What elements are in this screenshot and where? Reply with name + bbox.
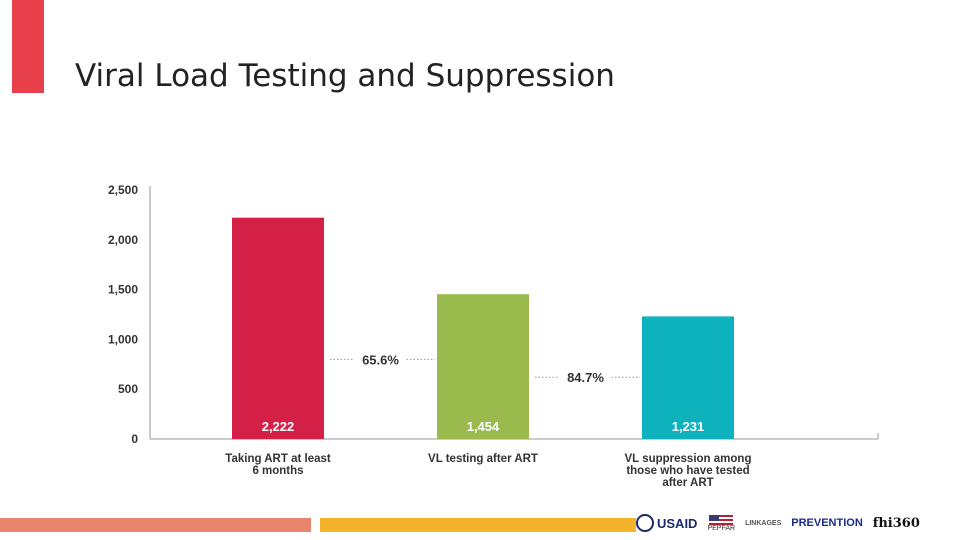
linkages-logo: LINKAGES bbox=[745, 519, 782, 527]
x-category-label: 6 months bbox=[252, 465, 303, 477]
x-category-label: VL testing after ART bbox=[428, 453, 538, 465]
accent-bar bbox=[12, 0, 44, 93]
usaid-logo: USAID bbox=[636, 514, 697, 532]
y-tick-label: 500 bbox=[118, 382, 138, 396]
fhi360-logo: fhi360 bbox=[872, 515, 920, 531]
y-tick-label: 2,500 bbox=[108, 183, 138, 197]
x-category-label: VL suppression among bbox=[625, 453, 752, 465]
bar-value-label: 1,454 bbox=[467, 419, 500, 434]
x-category-label: Taking ART at least bbox=[225, 453, 331, 465]
y-tick-label: 1,000 bbox=[108, 332, 138, 346]
percentage-annotation: 65.6% bbox=[362, 352, 399, 367]
bar bbox=[437, 294, 529, 439]
us-flag-icon bbox=[709, 514, 734, 525]
prevention-logo: PREVENTION bbox=[791, 517, 863, 529]
bar bbox=[642, 316, 734, 439]
bar-chart: 0 500 1,000 1,500 2,000 2,500 2,222 Taking ART … bbox=[108, 183, 879, 489]
usaid-seal-icon bbox=[636, 514, 654, 532]
x-category-label: after ART bbox=[662, 477, 713, 489]
percentage-annotation: 84.7% bbox=[567, 370, 604, 385]
y-tick-label: 1,500 bbox=[108, 283, 138, 297]
pepfar-logo: PEPFAR bbox=[707, 514, 735, 532]
bar bbox=[232, 217, 324, 439]
bar-value-label: 2,222 bbox=[262, 419, 295, 434]
partner-logos: USAID PEPFAR LINKAGES PREVENTION fhi360 bbox=[636, 510, 956, 536]
bar-value-label: 1,231 bbox=[672, 419, 705, 434]
footer-stripe-yellow bbox=[320, 518, 636, 532]
y-tick-label: 0 bbox=[131, 432, 138, 446]
y-tick-label: 2,000 bbox=[108, 233, 138, 247]
slide-title: Viral Load Testing and Suppression bbox=[75, 58, 615, 94]
footer-stripe-orange bbox=[0, 518, 311, 532]
x-category-label: those who have tested bbox=[626, 465, 749, 477]
